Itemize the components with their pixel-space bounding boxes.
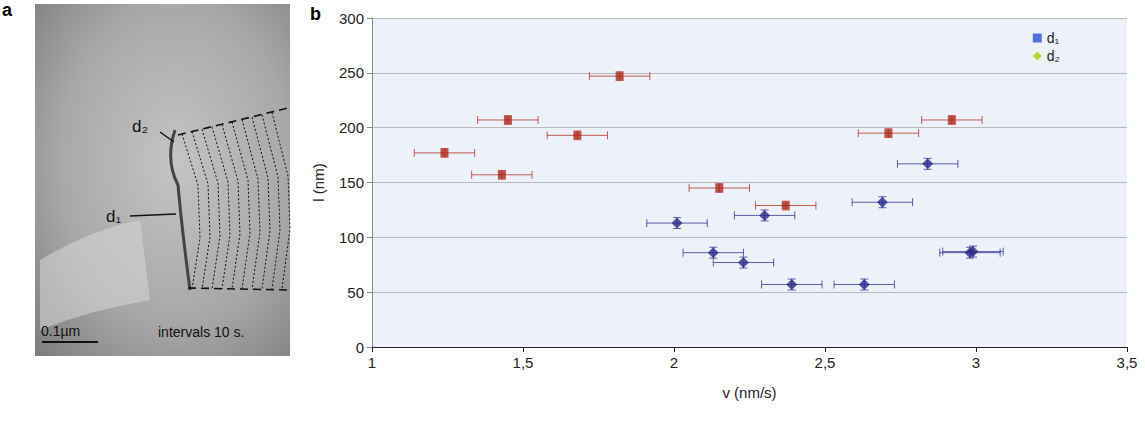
svg-text:d₁: d₁ [1047,30,1060,46]
svg-text:0: 0 [356,339,364,356]
svg-text:300: 300 [339,10,364,27]
svg-text:d₂: d₂ [132,117,148,136]
svg-text:3: 3 [972,354,980,371]
svg-text:200: 200 [339,119,364,136]
svg-text:b: b [310,4,321,24]
svg-text:50: 50 [347,284,364,301]
svg-text:2,5: 2,5 [815,354,836,371]
svg-text:150: 150 [339,174,364,191]
svg-text:intervals 10 s.: intervals 10 s. [158,324,244,340]
svg-text:d₁: d₁ [106,207,121,226]
svg-text:250: 250 [339,64,364,81]
svg-text:a: a [2,0,13,20]
svg-text:l (nm): l (nm) [310,163,327,201]
svg-text:3,5: 3,5 [1117,354,1138,371]
svg-text:d₂: d₂ [1047,48,1060,64]
svg-text:0.1µm: 0.1µm [41,323,80,339]
svg-text:1,5: 1,5 [513,354,534,371]
svg-text:100: 100 [339,229,364,246]
svg-text:2: 2 [670,354,678,371]
svg-text:1: 1 [368,354,376,371]
svg-text:v (nm/s): v (nm/s) [722,384,776,401]
